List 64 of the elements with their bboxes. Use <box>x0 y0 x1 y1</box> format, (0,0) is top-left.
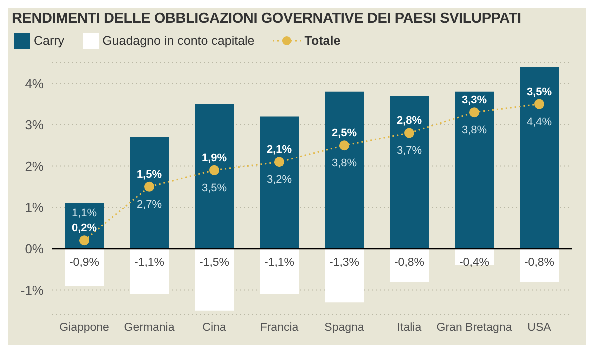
point <box>534 99 544 110</box>
bar <box>260 116 299 249</box>
bar <box>195 104 234 249</box>
x-tick-label: Spagna <box>324 322 365 334</box>
data-label: 3,3% <box>462 94 488 107</box>
bar <box>390 96 429 249</box>
data-label: -0,8% <box>394 256 425 269</box>
bar <box>195 248 234 311</box>
data-label: -0,8% <box>524 256 555 269</box>
x-tick-label: Francia <box>260 322 300 334</box>
data-label: 2,7% <box>136 198 162 211</box>
y-tick-label: 1% <box>25 200 44 216</box>
point <box>470 108 480 118</box>
legend-label: Carry <box>34 34 65 48</box>
data-label: 4,4% <box>526 116 552 128</box>
data-label: -0,9% <box>69 256 100 269</box>
bar <box>390 248 429 282</box>
legend-label: Guadagno in conto capitale <box>102 34 255 48</box>
x-tick-label: USA <box>528 322 552 334</box>
point <box>210 165 220 176</box>
bar <box>520 248 559 282</box>
data-label: 1,5% <box>136 168 162 181</box>
data-label: 1,9% <box>202 152 228 164</box>
legend-label: Totale <box>304 34 341 48</box>
data-label: 3,7% <box>396 145 422 158</box>
data-label: -0,4% <box>459 256 490 269</box>
y-tick-label: 0% <box>25 242 44 257</box>
bar <box>130 137 169 249</box>
y-tick-label: 4% <box>25 76 44 92</box>
data-label: -1,1% <box>264 256 295 269</box>
point <box>340 140 350 151</box>
data-label: 0,2% <box>72 222 98 235</box>
bar <box>520 67 559 249</box>
data-label: 3,5% <box>202 182 228 194</box>
data-label: 2,8% <box>396 115 422 128</box>
x-tick-label: Italia <box>397 322 422 334</box>
y-tick-label: 3% <box>25 118 44 133</box>
y-tick-label: -1% <box>20 282 44 298</box>
data-label: -1,1% <box>134 256 165 269</box>
point <box>404 128 414 138</box>
data-label: 3,5% <box>526 86 552 98</box>
data-label: 3,2% <box>266 174 292 186</box>
point <box>274 157 284 168</box>
data-label: 2,5% <box>332 128 358 140</box>
x-tick-label: Giappone <box>60 322 110 334</box>
bar <box>325 248 364 303</box>
data-label: 2,1% <box>266 144 292 156</box>
x-tick-label: Cina <box>202 322 227 334</box>
point <box>144 182 154 192</box>
y-tick-label: 2% <box>25 158 44 174</box>
x-tick-label: Gran Bretagna <box>436 322 513 334</box>
bar <box>65 248 104 286</box>
data-label: -1,5% <box>199 256 230 269</box>
chart-title: RENDIMENTI DELLE OBBLIGAZIONI GOVERNATIVE DEI PAESI SVILUPPATI <box>11 10 522 29</box>
x-tick-label: Germania <box>124 322 176 334</box>
bar <box>260 248 299 294</box>
data-label: 1,1% <box>72 208 98 220</box>
bar <box>325 92 364 249</box>
data-label: -1,3% <box>329 256 360 269</box>
data-label: 3,8% <box>332 158 358 170</box>
bar <box>455 92 494 249</box>
data-label: 3,8% <box>462 124 488 137</box>
point <box>80 236 90 246</box>
bar <box>130 248 169 294</box>
